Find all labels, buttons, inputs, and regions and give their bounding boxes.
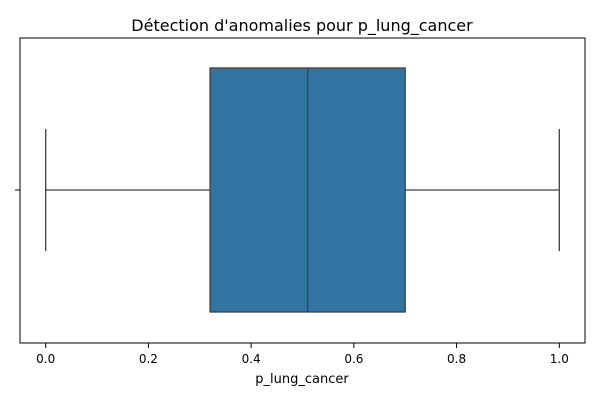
boxplot-series <box>45 67 560 313</box>
x-tick-label: 0.6 <box>344 352 363 366</box>
x-tick-label: 1.0 <box>550 352 569 366</box>
x-tick-label: 0.2 <box>139 352 158 366</box>
chart-title: Détection d'anomalies pour p_lung_cancer <box>131 16 473 36</box>
x-axis-ticks: 0.0 0.2 0.4 0.6 0.8 1.0 <box>36 343 569 366</box>
x-tick-label: 0.4 <box>242 352 261 366</box>
x-axis-title: p_lung_cancer <box>255 372 349 387</box>
x-tick-label: 0.8 <box>447 352 466 366</box>
x-tick-label: 0.0 <box>36 352 55 366</box>
